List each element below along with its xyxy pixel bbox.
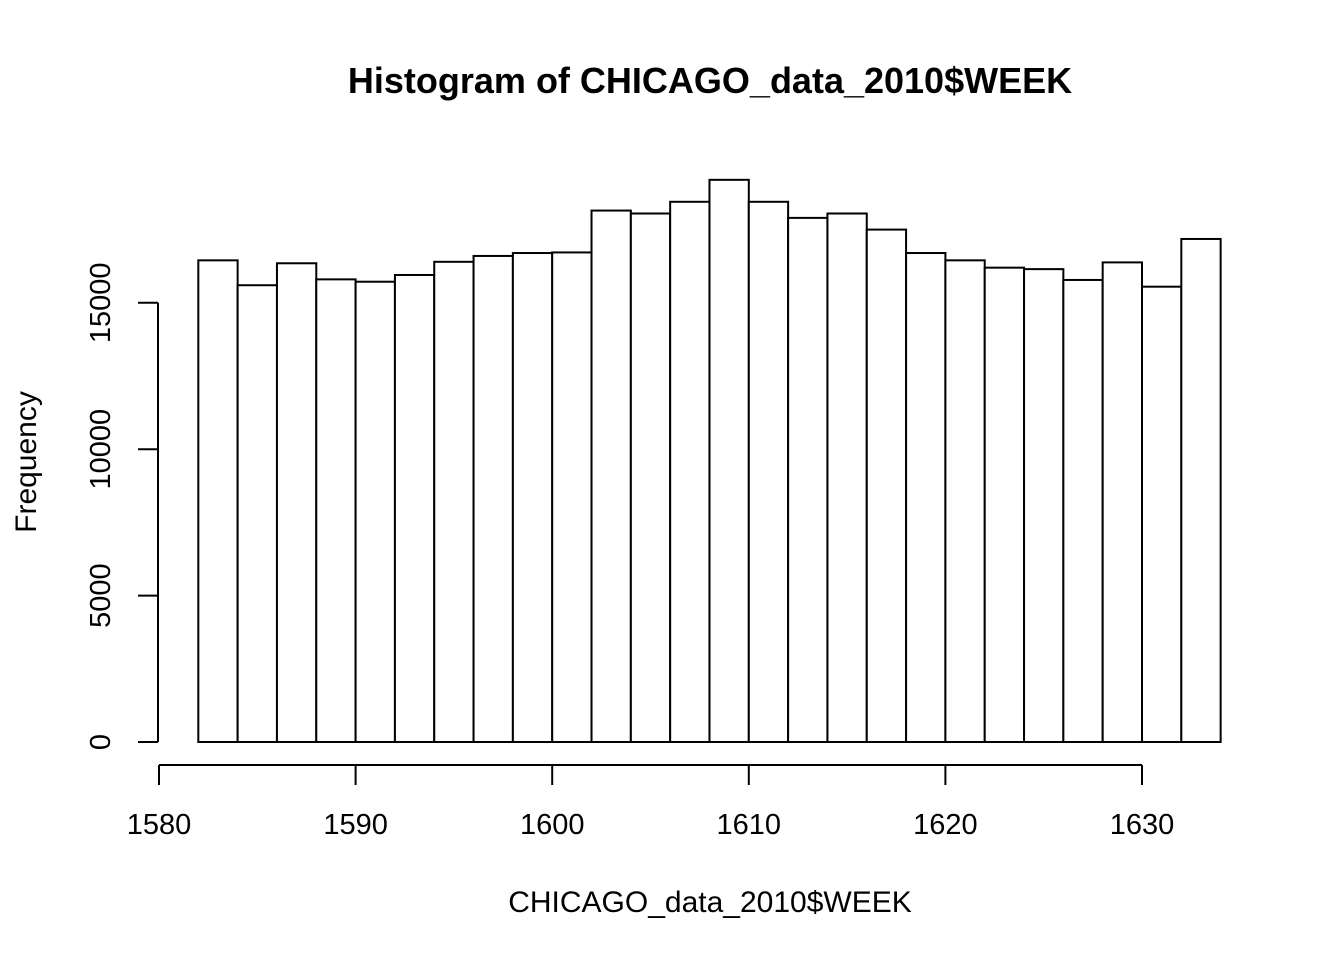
histogram-bar-15 [747, 200, 790, 743]
histogram-bar-7 [433, 260, 475, 743]
bars-group [197, 178, 1222, 744]
histogram-bar-11 [590, 209, 632, 743]
histogram-bar-6 [393, 273, 436, 743]
x-tick-label: 1590 [323, 809, 388, 841]
x-tick-label: 1620 [913, 809, 978, 841]
chart-title: Histogram of CHICAGO_data_2010$WEEK [348, 60, 1072, 101]
y-tick-label: 10000 [85, 409, 117, 490]
y-axis-label: Frequency [10, 391, 43, 533]
histogram-bar-13 [669, 200, 711, 743]
histogram-bar-9 [511, 252, 554, 744]
histogram-bar-10 [551, 251, 593, 744]
y-tick-label: 15000 [85, 262, 117, 343]
histogram-bar-12 [629, 212, 672, 744]
histogram-bar-19 [905, 252, 947, 744]
histogram-bar-23 [1062, 278, 1104, 743]
y-axis: 0 5000 10000 15000 [85, 262, 159, 750]
x-tick-label: 1580 [127, 809, 192, 841]
histogram-bar-17 [826, 212, 868, 744]
histogram-bar-16 [787, 216, 829, 743]
histogram-bar-25 [1141, 285, 1183, 743]
histogram-bar-3 [275, 262, 318, 743]
x-tick-label: 1610 [717, 809, 782, 841]
histogram-bar-14 [708, 178, 750, 744]
histogram-bar-26 [1180, 237, 1222, 743]
histogram-bar-8 [472, 254, 514, 743]
histogram-bar-24 [1101, 261, 1144, 743]
y-tick-label: 0 [85, 734, 117, 750]
histogram-bar-1 [197, 259, 239, 743]
histogram-bar-18 [865, 228, 908, 744]
y-tick-label: 5000 [85, 563, 117, 628]
x-tick-label: 1600 [520, 809, 585, 841]
histogram-bar-20 [944, 259, 986, 743]
histogram-bar-5 [354, 280, 396, 743]
x-axis: 1580 1590 1600 1610 1620 1630 [127, 764, 1175, 841]
histogram-bar-4 [315, 278, 357, 743]
histogram-bar-2 [236, 284, 278, 743]
histogram-bar-22 [1023, 268, 1065, 743]
x-axis-label: CHICAGO_data_2010$WEEK [508, 886, 912, 919]
x-tick-label: 1630 [1110, 809, 1175, 841]
histogram-bar-21 [983, 266, 1026, 743]
